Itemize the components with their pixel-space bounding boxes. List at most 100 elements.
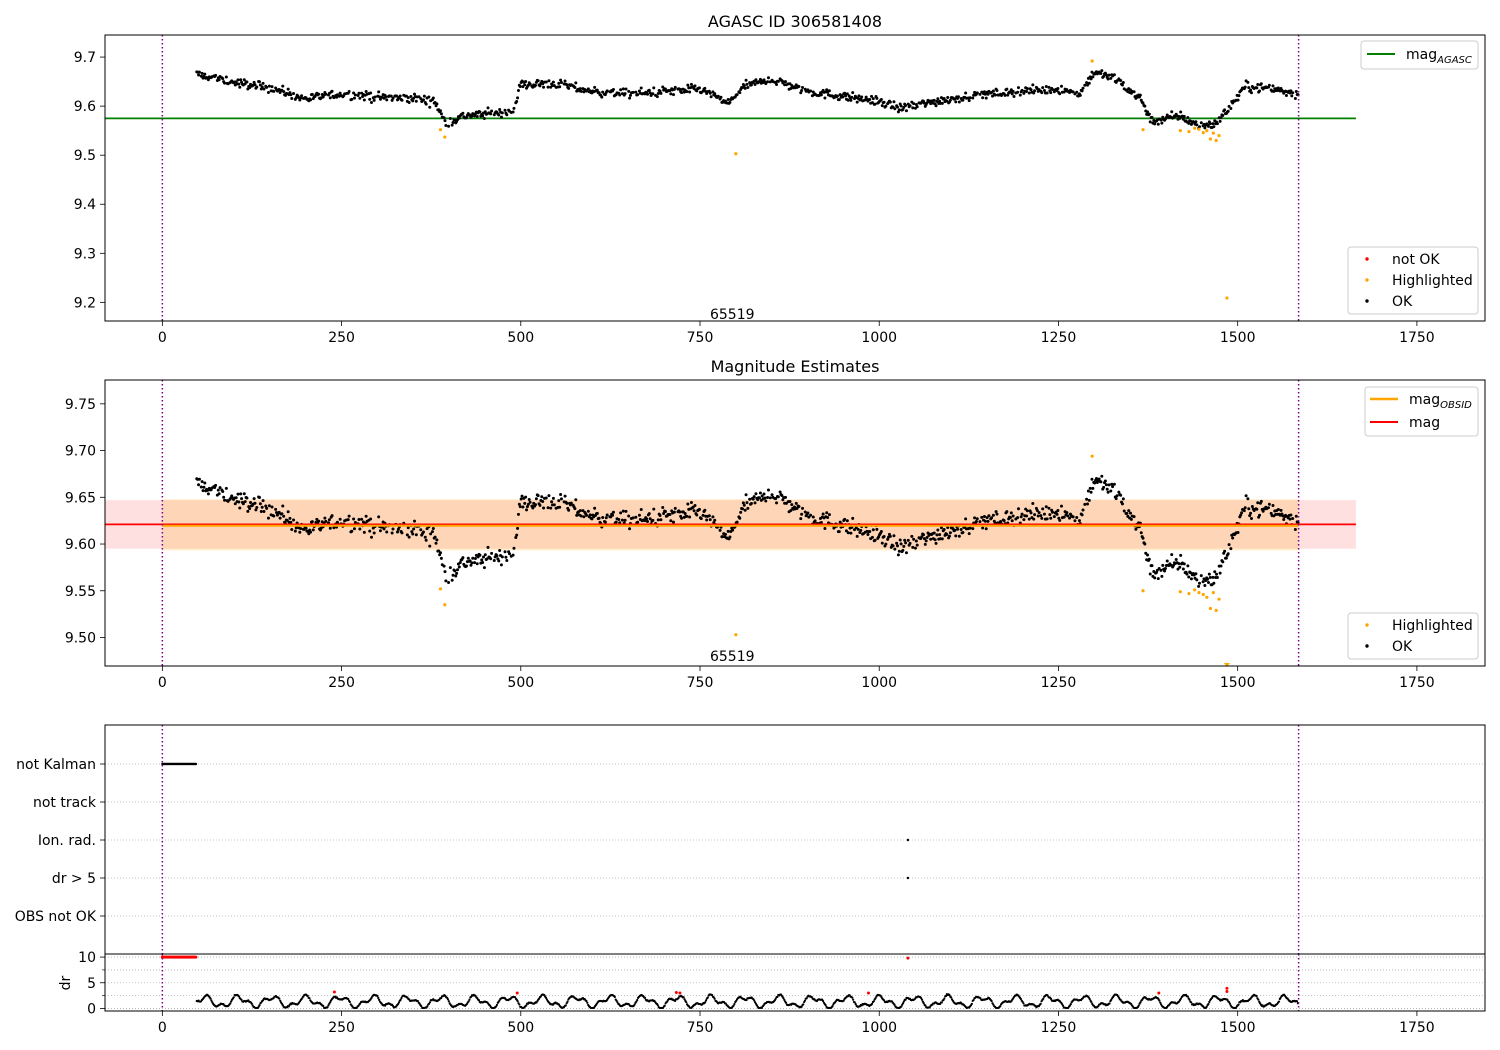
ok-point	[1010, 92, 1014, 96]
dr-point	[900, 1005, 903, 1008]
x-tick-label: 250	[328, 330, 355, 346]
ok-point	[871, 528, 875, 532]
dr-point	[279, 999, 282, 1002]
legend-mag-agasc-label: magAGASC	[1406, 47, 1472, 66]
ok-point	[1291, 91, 1295, 95]
agasc-magnitude-panel: AGASC ID 306581408 0 250 500 750 1000 1250 150…	[74, 12, 1486, 346]
ok-point	[1206, 124, 1210, 128]
flags-panel: not Kalman not track Ion. rad. dr > 5 OBS no…	[15, 724, 1486, 955]
ok-point	[444, 579, 448, 583]
ok-point	[983, 92, 987, 96]
ok-point	[1081, 508, 1085, 512]
dr-flagged-point	[1157, 991, 1161, 995]
dr-point	[760, 1006, 764, 1009]
dr-point	[370, 997, 373, 1000]
ok-point	[1029, 511, 1033, 515]
ok-point	[1020, 88, 1024, 92]
dr-point	[326, 1006, 329, 1009]
ok-point	[563, 79, 567, 83]
ok-point	[443, 570, 447, 574]
ok-point	[1093, 481, 1097, 485]
dr-point	[802, 1003, 805, 1006]
ok-point	[411, 99, 415, 103]
ok-point	[713, 92, 717, 96]
ok-point	[1194, 572, 1198, 576]
ok-point	[669, 519, 673, 523]
ok-point	[237, 82, 241, 86]
ok-point	[784, 495, 788, 499]
ok-point	[481, 561, 485, 565]
ok-point	[430, 530, 434, 534]
ok-point	[431, 96, 435, 100]
ok-point	[1261, 509, 1265, 513]
ok-point	[882, 100, 886, 104]
dr-flagged-point	[515, 991, 519, 995]
ok-point	[521, 505, 525, 509]
ok-point	[844, 94, 848, 98]
dr-point	[853, 1001, 856, 1004]
x-tick-label: 750	[687, 1020, 714, 1036]
ok-point	[846, 531, 850, 535]
ok-point	[515, 99, 519, 103]
ok-point	[546, 506, 550, 510]
x-tick-label: 1500	[1220, 330, 1256, 346]
ok-point	[693, 503, 697, 507]
ok-point	[701, 513, 705, 517]
clipped-point-marker	[1223, 663, 1230, 667]
ok-point	[1156, 122, 1160, 126]
ok-point	[870, 535, 874, 539]
ok-point	[929, 537, 933, 541]
ok-point	[899, 104, 903, 108]
ok-point	[1032, 91, 1036, 95]
ok-point	[1219, 116, 1223, 120]
ok-point	[1271, 503, 1275, 507]
ok-point	[893, 547, 897, 551]
ok-point	[799, 517, 803, 521]
ok-point	[1248, 514, 1252, 518]
ok-point	[920, 535, 924, 539]
ok-point	[1224, 556, 1228, 560]
ok-point	[766, 488, 770, 492]
ok-point	[565, 83, 569, 87]
x-tick-label: 1250	[1041, 1020, 1077, 1036]
ok-point	[1198, 581, 1202, 585]
ok-point	[845, 92, 849, 96]
ok-point	[1170, 110, 1174, 114]
ok-point	[778, 490, 782, 494]
ok-point	[434, 541, 438, 545]
ok-point	[573, 86, 577, 90]
ok-point	[1033, 513, 1037, 517]
ok-point	[495, 554, 499, 558]
dr-point	[308, 997, 311, 1000]
ok-point	[738, 516, 742, 520]
ok-point	[662, 511, 666, 515]
ok-point	[934, 541, 938, 545]
ok-point	[1025, 89, 1029, 93]
ok-point	[892, 100, 896, 104]
ok-point	[1267, 502, 1271, 506]
ok-point	[1186, 564, 1190, 568]
highlighted-point	[1214, 138, 1218, 143]
ok-point	[601, 515, 605, 519]
ok-point	[1172, 563, 1176, 567]
ok-point	[692, 509, 696, 513]
ok-point	[516, 512, 520, 516]
ok-point	[766, 495, 770, 499]
ok-point	[281, 84, 285, 88]
dr-point	[1228, 1002, 1232, 1005]
ok-point	[1049, 516, 1053, 520]
ok-point	[1120, 502, 1124, 506]
ok-point	[740, 86, 744, 90]
ok-point	[1147, 557, 1151, 561]
ok-point	[360, 517, 364, 521]
ok-point	[974, 520, 978, 524]
dr-point	[713, 997, 716, 1000]
ok-point	[1083, 83, 1087, 87]
ok-point	[1033, 89, 1037, 93]
ok-point	[669, 92, 673, 96]
dr-point	[396, 1003, 400, 1006]
ok-point	[511, 553, 515, 557]
ok-point	[347, 514, 351, 518]
ok-point	[718, 528, 722, 532]
ok-point	[1195, 123, 1199, 127]
